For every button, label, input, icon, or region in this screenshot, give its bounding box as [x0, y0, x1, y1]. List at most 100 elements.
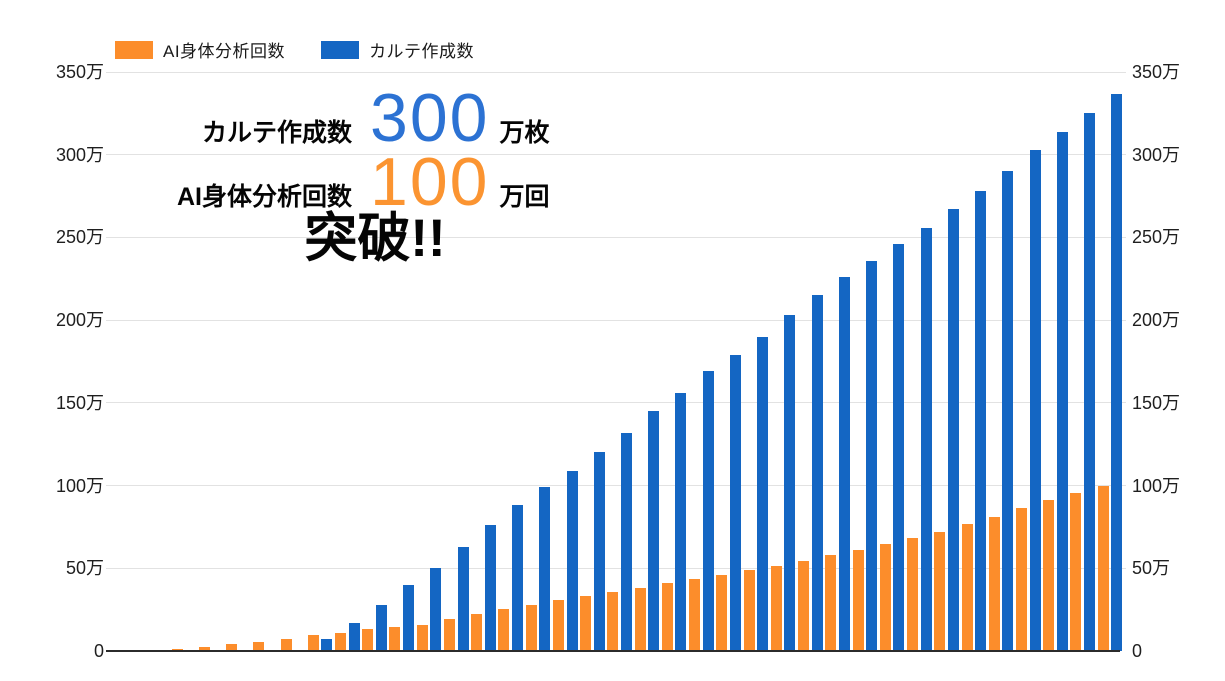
bar-karte-35	[1084, 113, 1096, 651]
gridline-200万	[106, 319, 1126, 321]
legend-label: AI身体分析回数	[163, 42, 286, 61]
gridline-300万	[106, 154, 1126, 156]
bar-karte-7	[321, 639, 333, 651]
legend-label: カルテ作成数	[369, 42, 475, 61]
y-axis-label-right-250万: 250万	[1132, 227, 1181, 248]
bar-ai-analysis-31	[961, 524, 973, 651]
bar-karte-13	[484, 525, 496, 651]
bar-ai-analysis-19	[634, 588, 646, 651]
y-axis-label-right-300万: 300万	[1132, 144, 1181, 165]
bar-ai-analysis-23	[743, 570, 755, 651]
bar-karte-30	[947, 209, 959, 651]
y-axis-label-left-350万: 350万	[55, 62, 104, 82]
chart-legend: AI身体分析回数 カルテ作成数	[115, 37, 474, 62]
y-axis-label-left-50万: 50万	[65, 558, 104, 579]
bar-ai-analysis-6	[280, 639, 292, 651]
bar-ai-analysis-11	[416, 625, 428, 651]
y-axis-label-right-100万: 100万	[1132, 475, 1181, 496]
bar-ai-analysis-34	[1043, 500, 1055, 651]
bar-karte-34	[1056, 132, 1068, 651]
milestone-line-ai: AI身体分析回数 100 万回	[167, 144, 550, 220]
bar-karte-26	[838, 277, 850, 651]
bar-karte-17	[593, 452, 605, 651]
bar-ai-analysis-3	[198, 647, 210, 651]
y-axis-label-right-0: 0	[1132, 641, 1143, 661]
bar-karte-10	[403, 585, 415, 651]
y-axis-label-right-350万: 350万	[1132, 62, 1181, 82]
bar-karte-19	[648, 411, 660, 651]
bar-karte-31	[975, 191, 987, 651]
bar-ai-analysis-25	[798, 561, 810, 651]
bar-karte-22	[729, 355, 741, 651]
bar-karte-33	[1029, 150, 1041, 651]
bar-ai-analysis-9	[362, 629, 374, 651]
bar-ai-analysis-20	[661, 583, 673, 651]
bar-ai-analysis-32	[988, 517, 1000, 651]
bar-ai-analysis-17	[580, 596, 592, 651]
gridline-50万	[106, 567, 1126, 569]
bar-karte-12	[457, 547, 469, 651]
bar-karte-32	[1002, 171, 1014, 651]
milestone-ai-value: 100	[370, 144, 490, 220]
bar-karte-23	[757, 337, 769, 651]
y-axis-label-left-300万: 300万	[55, 144, 104, 165]
y-axis-label-left-200万: 200万	[55, 310, 104, 331]
bar-ai-analysis-7	[307, 635, 319, 651]
bar-ai-analysis-13	[471, 614, 483, 651]
gridline-350万	[106, 71, 1126, 73]
legend-swatch-icon	[115, 40, 153, 59]
legend-item-0: AI身体分析回数	[115, 37, 285, 62]
milestone-ai-unit: 万回	[499, 183, 550, 211]
bar-ai-analysis-14	[498, 609, 510, 651]
y-axis-label-left-250万: 250万	[55, 227, 104, 248]
bar-ai-analysis-10	[389, 627, 401, 651]
bar-ai-analysis-26	[825, 555, 837, 651]
gridline-100万	[106, 485, 1126, 487]
bar-ai-analysis-24	[770, 566, 782, 651]
bar-ai-analysis-21	[689, 579, 701, 651]
bar-karte-21	[702, 371, 714, 651]
milestone-karte-value: 300	[370, 80, 490, 156]
y-axis-label-left-0: 0	[93, 641, 104, 661]
gridline-150万	[106, 402, 1126, 404]
bar-ai-analysis-4	[226, 644, 238, 651]
y-axis-label-left-100万: 100万	[55, 475, 104, 496]
milestone-line-karte: カルテ作成数 300 万枚	[167, 80, 550, 156]
bar-ai-analysis-12	[443, 619, 455, 651]
bar-karte-9	[375, 605, 387, 651]
bar-ai-analysis-16	[552, 600, 564, 651]
bar-karte-28	[893, 244, 905, 651]
bar-karte-16	[566, 471, 578, 651]
bar-ai-analysis-29	[907, 538, 919, 651]
y-axis-label-left-150万: 150万	[55, 392, 104, 413]
gridline-250万	[106, 236, 1126, 238]
bar-ai-analysis-18	[607, 592, 619, 651]
bar-karte-25	[811, 295, 823, 651]
bar-karte-11	[430, 568, 442, 651]
bar-karte-8	[348, 623, 360, 651]
y-axis-label-right-50万: 50万	[1132, 558, 1171, 579]
milestone-karte-label: カルテ作成数	[201, 119, 352, 147]
bar-ai-analysis-33	[1015, 508, 1027, 651]
bar-karte-15	[539, 487, 551, 651]
bar-ai-analysis-30	[934, 532, 946, 651]
bar-karte-36	[1111, 94, 1123, 651]
legend-swatch-icon	[321, 40, 360, 59]
bar-ai-analysis-22	[716, 575, 728, 651]
legend-item-1: カルテ作成数	[321, 37, 474, 62]
bar-ai-analysis-5	[253, 642, 265, 651]
y-axis-label-right-200万: 200万	[1132, 310, 1181, 331]
milestone-breakthrough-text: 突破!!	[304, 209, 446, 268]
bar-karte-14	[512, 505, 524, 651]
bar-ai-analysis-28	[879, 544, 891, 651]
bar-karte-27	[866, 261, 878, 651]
x-axis-line	[106, 650, 1120, 652]
bar-karte-24	[784, 315, 796, 651]
milestone-ai-label: AI身体分析回数	[176, 183, 352, 211]
bar-ai-analysis-35	[1070, 493, 1082, 651]
bar-karte-18	[620, 433, 632, 651]
bar-ai-analysis-15	[525, 605, 537, 651]
y-axis-label-right-150万: 150万	[1132, 392, 1181, 413]
bar-ai-analysis-27	[852, 550, 864, 651]
